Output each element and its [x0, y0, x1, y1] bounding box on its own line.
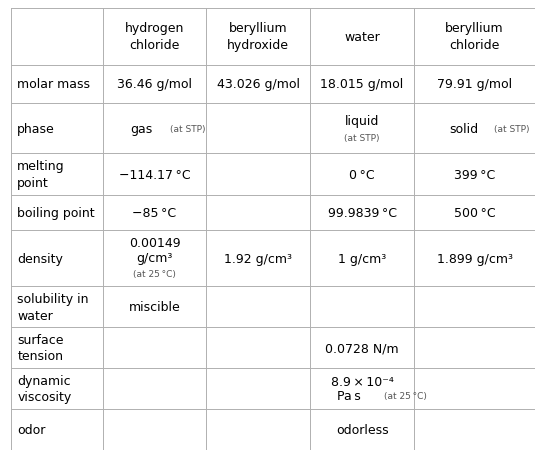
Text: 36.46 g/mol: 36.46 g/mol	[117, 78, 192, 91]
Text: 99.9839 °C: 99.9839 °C	[328, 207, 396, 220]
Text: 0.0728 N/m: 0.0728 N/m	[325, 341, 399, 354]
Text: miscible: miscible	[129, 301, 180, 313]
Text: surface
tension: surface tension	[17, 333, 64, 363]
Text: solubility in
water: solubility in water	[17, 292, 88, 322]
Text: hydrogen
chloride: hydrogen chloride	[125, 22, 184, 52]
Text: boiling point: boiling point	[17, 207, 95, 220]
Text: density: density	[17, 252, 63, 265]
Text: odor: odor	[17, 423, 45, 436]
Text: melting
point: melting point	[17, 160, 65, 190]
Text: 1.92 g/cm³: 1.92 g/cm³	[224, 252, 292, 265]
Text: liquid: liquid	[345, 115, 379, 128]
Text: −85 °C: −85 °C	[133, 207, 176, 220]
Text: 399 °C: 399 °C	[454, 168, 495, 181]
Text: solid: solid	[449, 123, 479, 135]
Text: (at 25 °C): (at 25 °C)	[133, 269, 176, 279]
Text: 8.9 × 10⁻⁴: 8.9 × 10⁻⁴	[331, 375, 394, 388]
Text: (at STP): (at STP)	[345, 134, 380, 142]
Text: odorless: odorless	[336, 423, 388, 436]
Text: (at 25 °C): (at 25 °C)	[384, 392, 427, 401]
Text: molar mass: molar mass	[17, 78, 90, 91]
Text: 500 °C: 500 °C	[454, 207, 495, 220]
Text: 43.026 g/mol: 43.026 g/mol	[217, 78, 300, 91]
Text: g/cm³: g/cm³	[136, 251, 173, 264]
Text: gas: gas	[130, 123, 152, 135]
Text: 18.015 g/mol: 18.015 g/mol	[321, 78, 403, 91]
Text: 1 g/cm³: 1 g/cm³	[338, 252, 386, 265]
Text: water: water	[344, 31, 380, 44]
Text: dynamic
viscosity: dynamic viscosity	[17, 374, 72, 403]
Text: beryllium
chloride: beryllium chloride	[445, 22, 504, 52]
Text: 0 °C: 0 °C	[349, 168, 375, 181]
Text: (at STP): (at STP)	[170, 124, 206, 134]
Text: phase: phase	[17, 123, 55, 135]
Text: 0.00149: 0.00149	[129, 236, 180, 249]
Text: Pa s: Pa s	[337, 390, 361, 403]
Text: beryllium
hydroxide: beryllium hydroxide	[227, 22, 289, 52]
Text: 79.91 g/mol: 79.91 g/mol	[437, 78, 512, 91]
Text: (at STP): (at STP)	[495, 124, 530, 134]
Text: 1.899 g/cm³: 1.899 g/cm³	[437, 252, 513, 265]
Text: −114.17 °C: −114.17 °C	[118, 168, 191, 181]
